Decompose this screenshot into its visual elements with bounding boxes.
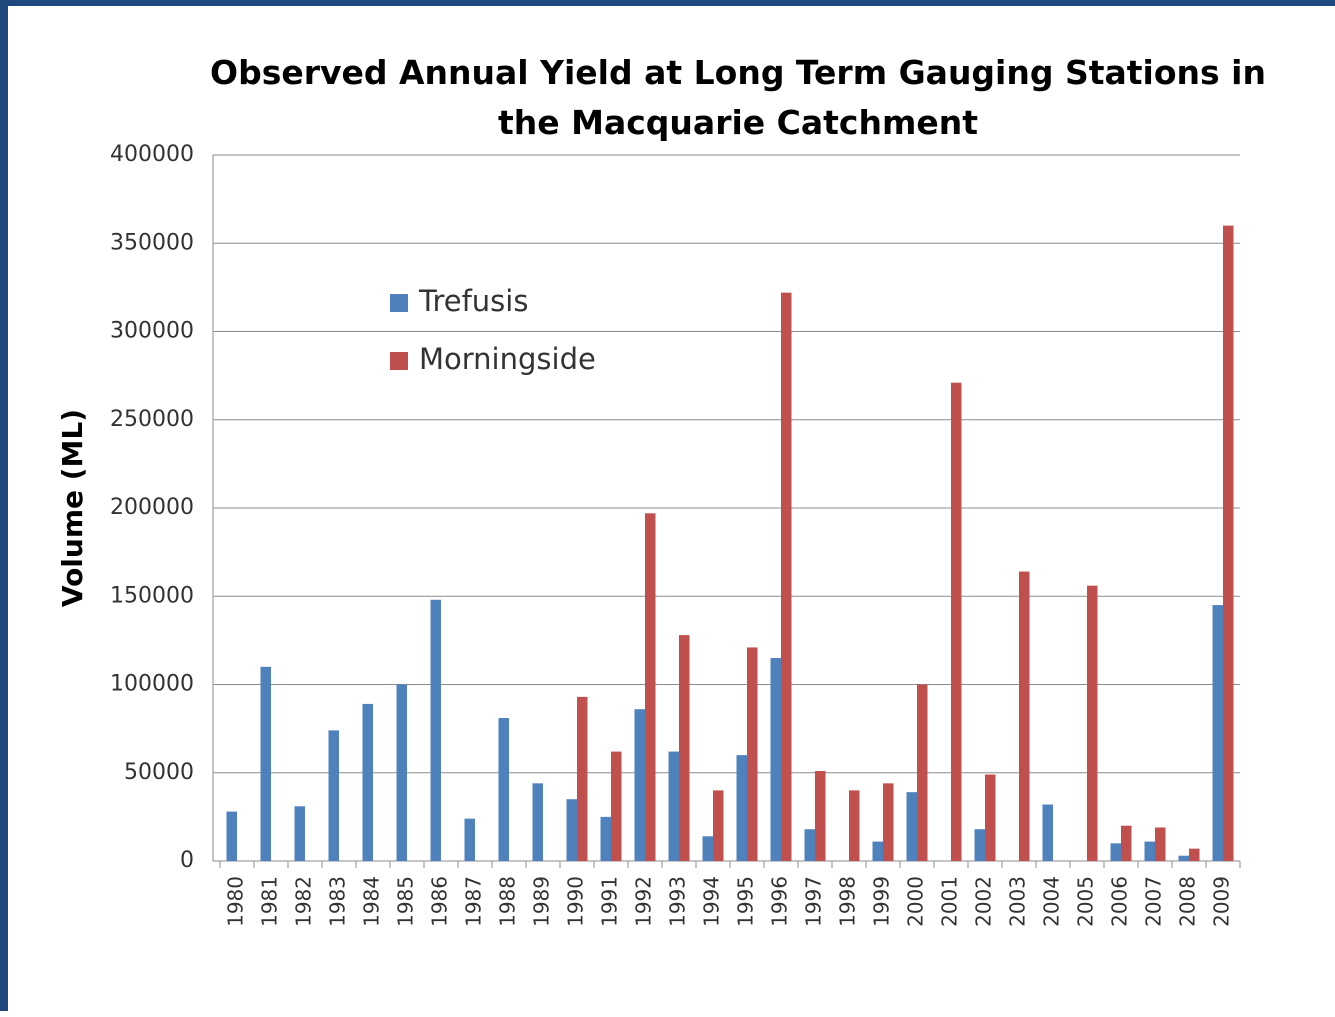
bar [951,382,962,861]
y-tick-label: 200000 [110,495,194,520]
bar [611,751,622,861]
bar [328,730,339,861]
y-tick-label: 400000 [110,142,194,167]
x-tick-label: 1990 [564,876,588,927]
x-tick-label: 1989 [530,876,554,927]
x-tick-label: 2002 [972,876,996,927]
bar [1155,827,1166,861]
y-tick-label: 300000 [110,319,194,344]
y-tick-label: 250000 [110,407,194,432]
bar [872,841,883,861]
legend-swatch [390,352,408,370]
bar [713,790,724,861]
x-tick-label: 1994 [700,876,724,927]
bar [498,718,509,861]
bar [736,755,747,861]
legend-swatch [390,294,408,312]
bar [747,647,758,861]
x-tick-label: 1998 [836,876,860,927]
legend-label: Trefusis [418,284,528,318]
x-tick-label: 1995 [734,876,758,927]
x-tick-label: 1987 [462,876,486,927]
y-tick-label: 100000 [110,672,194,697]
bar [1110,843,1121,861]
bar [566,799,577,861]
x-tick-label: 1984 [360,876,384,927]
bar [1121,825,1132,861]
bar [770,658,781,861]
bar [600,816,611,861]
bar [430,599,441,861]
x-tick-label: 1982 [292,876,316,927]
chart: Volume (ML) 0 50000 100000 150000 200000 2500… [56,142,1241,927]
y-tick-label: 150000 [110,583,194,608]
bar [577,696,588,861]
x-tick-label: 1997 [802,876,826,927]
bar [1087,585,1098,861]
bar [883,783,894,861]
bar [464,818,475,861]
x-tick-label: 2008 [1176,876,1200,927]
bar [1144,841,1155,861]
x-tick-label: 1986 [428,876,452,927]
bar [849,790,860,861]
y-tick-label: 350000 [110,230,194,255]
bar [1178,855,1189,861]
x-tick-label: 2006 [1108,876,1132,927]
x-tick-label: 1980 [224,876,248,927]
chart-title: Observed Annual Yield at Long Term Gaugi… [210,53,1266,142]
bar [917,684,928,861]
x-tick-label: 2004 [1040,876,1064,927]
bar [1042,804,1053,861]
bar [1223,225,1234,862]
bar [634,709,645,861]
x-tick-label: 2001 [938,876,962,927]
bar [362,703,373,861]
y-tick-label: 0 [180,848,194,873]
bar [1019,571,1030,861]
x-tick-label: 1981 [258,876,282,927]
x-tick-label: 2000 [904,876,928,927]
x-tick-label: 1991 [598,876,622,927]
bar [702,836,713,861]
bar [260,666,271,861]
legend-label: Morningside [419,342,596,376]
y-axis-label: Volume (ML) [56,409,89,607]
y-tick-label: 50000 [124,760,194,785]
x-tick-label: 1996 [768,876,792,927]
x-tick-label: 1988 [496,876,520,927]
x-tick-label: 1999 [870,876,894,927]
bar [226,811,237,861]
x-tick-label: 1985 [394,876,418,927]
bar [294,806,305,861]
x-tick-label: 2009 [1210,876,1234,927]
bar [906,792,917,861]
bar [532,783,543,861]
x-tick-label: 2003 [1006,876,1030,927]
x-tick-label: 2005 [1074,876,1098,927]
bar [985,774,996,861]
bar [396,684,407,861]
bar [679,635,690,861]
bar [815,770,826,861]
bar [974,829,985,861]
bar [781,292,792,861]
x-tick-label: 2007 [1142,876,1166,927]
bar [668,751,679,861]
bar [804,829,815,861]
x-tick-label: 1983 [326,876,350,927]
bar [1189,848,1200,861]
x-tick-label: 1993 [666,876,690,927]
bar [1212,605,1223,861]
bar [645,513,656,861]
x-tick-label: 1992 [632,876,656,927]
